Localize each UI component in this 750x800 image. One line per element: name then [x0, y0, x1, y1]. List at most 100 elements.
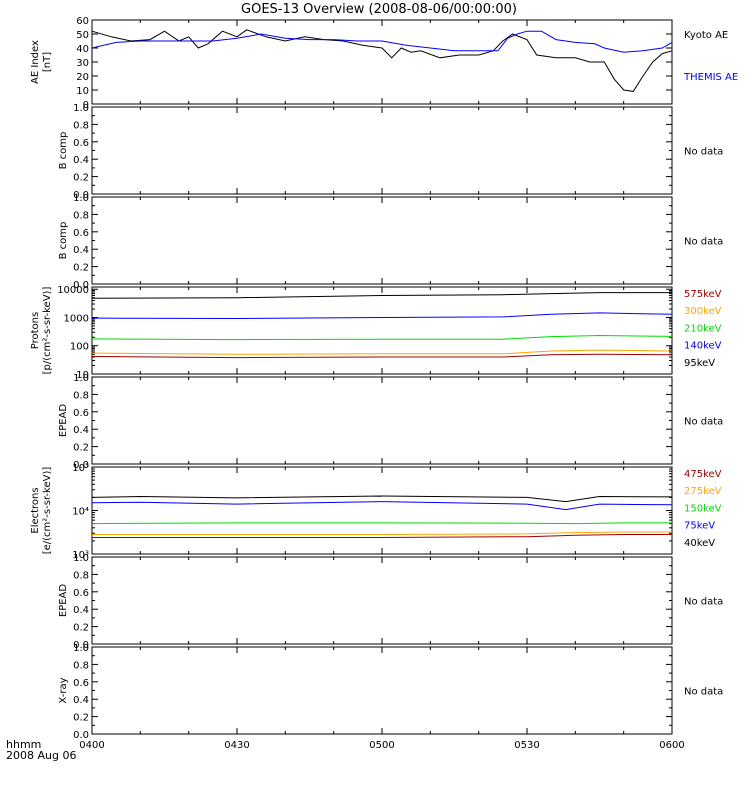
y-tick-label: 0.0 — [73, 730, 89, 741]
y-tick-label: 30 — [76, 58, 89, 69]
no-data-label: No data — [684, 147, 723, 158]
series-line-40kev — [91, 495, 673, 503]
y-axis-label: X-ray — [58, 677, 69, 703]
x-tick-label: 0430 — [224, 740, 249, 751]
series-line-themis-ae — [91, 30, 673, 53]
y-tick-label: 10 — [76, 86, 89, 97]
y-tick-label: 0.4 — [73, 695, 89, 706]
y-tick-label: 0.8 — [73, 570, 89, 581]
y-tick-label: 0.4 — [73, 605, 89, 616]
x-tick-label: 0530 — [514, 740, 539, 751]
panel-frame — [91, 646, 673, 735]
legend-label: 575keV — [684, 289, 722, 300]
y-tick-label: 60 — [76, 16, 89, 27]
y-tick-label: 0.6 — [73, 138, 89, 149]
y-tick-label: 1.0 — [73, 643, 89, 654]
y-tick-label: 20 — [76, 72, 89, 83]
y-tick-label: 0.8 — [73, 390, 89, 401]
series-line-575kev — [91, 353, 673, 359]
y-axis-label: Protons — [30, 312, 41, 349]
y-tick-label: 10³ — [72, 550, 89, 561]
y-tick-label: 0.8 — [73, 120, 89, 131]
y-tick-label: 0 — [83, 100, 89, 111]
y-tick-label: 0.0 — [73, 460, 89, 471]
y-tick-label: 0.2 — [73, 443, 89, 454]
x-tick-label: 0400 — [79, 740, 104, 751]
panel-frame — [91, 286, 673, 375]
y-tick-label: 10000 — [57, 285, 89, 296]
legend-label: Kyoto AE — [684, 30, 728, 41]
legend-label: 95keV — [684, 358, 715, 369]
legend-label: 140keV — [684, 341, 722, 352]
series-line-475kev — [92, 534, 672, 538]
panel-frame — [91, 196, 673, 285]
chart-title: GOES-13 Overview (2008-08-06/00:00:00) — [241, 2, 517, 17]
panel-electrons: 10³ 10⁴ 10⁵ Electrons [e/(cm²-s-sr-keV)] 475k… — [30, 463, 722, 561]
y-tick-label: 0.0 — [73, 280, 89, 291]
legend-label: 475keV — [684, 469, 722, 480]
y-axis-label: EPEAD — [58, 584, 69, 618]
y-axis-unit: [p/(cm²-s-sr-keV)] — [42, 287, 53, 375]
panel-epead2: 0.0 0.2 0.4 0.6 0.8 1.0 EPEAD No data — [58, 553, 723, 651]
series-line-150kev — [91, 522, 672, 525]
y-axis-label: AE Index — [30, 40, 41, 84]
legend-label: 75keV — [684, 521, 715, 532]
y-tick-label: 1000 — [64, 313, 89, 324]
panel-xray: 0.0 0.2 0.4 0.6 0.8 1.0 X-ray No data — [58, 643, 723, 741]
y-tick-label: 0.6 — [73, 678, 89, 689]
y-axis-unit: [nT] — [42, 52, 53, 72]
y-tick-label: 50 — [76, 30, 89, 41]
y-tick-label: 1.0 — [73, 193, 89, 204]
y-axis-unit: [e/(cm²-s-sr-keV)] — [42, 467, 53, 555]
legend-label: 210keV — [684, 323, 722, 334]
panel-epead1: 0.0 0.2 0.4 0.6 0.8 1.0 EPEAD No data — [58, 373, 723, 471]
y-axis-label: B comp — [58, 132, 69, 170]
y-tick-label: 10⁵ — [72, 463, 89, 474]
y-tick-label: 0.0 — [73, 190, 89, 201]
series-line-275kev — [92, 531, 672, 535]
panel-frame — [91, 466, 673, 555]
y-tick-label: 0.4 — [73, 425, 89, 436]
series-line-95kev — [91, 292, 672, 299]
y-tick-label: 100 — [70, 342, 89, 353]
y-tick-label: 1.0 — [73, 373, 89, 384]
y-tick-label: 1.0 — [73, 103, 89, 114]
y-tick-label: 0.2 — [73, 263, 89, 274]
y-tick-label: 40 — [76, 44, 89, 55]
y-tick-label: 0.4 — [73, 245, 89, 256]
y-tick-label: 0.4 — [73, 155, 89, 166]
y-tick-label: 0.6 — [73, 588, 89, 599]
y-tick-label: 0.6 — [73, 228, 89, 239]
no-data-label: No data — [684, 417, 723, 428]
y-tick-label: 0.2 — [73, 173, 89, 184]
date-label: 2008 Aug 06 — [6, 749, 76, 762]
panel-frame — [91, 19, 673, 105]
panel-frame — [91, 556, 673, 645]
panel-frame — [91, 106, 673, 195]
no-data-label: No data — [684, 687, 723, 698]
series-line-140kev — [91, 312, 673, 320]
panels: 0 10 20 30 40 50 60 AE Index [nT] Kyoto AE THEMIS … — [30, 16, 738, 741]
panel-bcomp2: 0.0 0.2 0.4 0.6 0.8 1.0 B comp No data — [58, 193, 723, 291]
y-axis-label: Electrons — [30, 487, 41, 533]
panel-bcomp1: 0.0 0.2 0.4 0.6 0.8 1.0 B comp No data — [58, 103, 723, 201]
panel-frame — [91, 376, 673, 465]
series-line-300kev — [91, 349, 673, 355]
panel-ae: 0 10 20 30 40 50 60 AE Index [nT] Kyoto AE THEMIS … — [30, 16, 738, 111]
legend-label: 300keV — [684, 306, 722, 317]
y-tick-label: 0.6 — [73, 408, 89, 419]
y-tick-label: 0.0 — [73, 640, 89, 651]
series-line-kyoto-ae — [91, 29, 673, 92]
y-tick-label: 10⁴ — [72, 507, 89, 518]
hhmm-label: hhmm — [6, 738, 41, 751]
y-tick-label: 0.2 — [73, 713, 89, 724]
y-tick-label: 0.8 — [73, 210, 89, 221]
y-tick-label: 0.8 — [73, 660, 89, 671]
y-tick-label: 1.0 — [73, 553, 89, 564]
legend-label: THEMIS AE — [683, 72, 738, 83]
legend-label: 275keV — [684, 486, 722, 497]
legend-label: 40keV — [684, 538, 715, 549]
y-axis-label: B comp — [58, 222, 69, 260]
legend-label: 150keV — [684, 503, 722, 514]
